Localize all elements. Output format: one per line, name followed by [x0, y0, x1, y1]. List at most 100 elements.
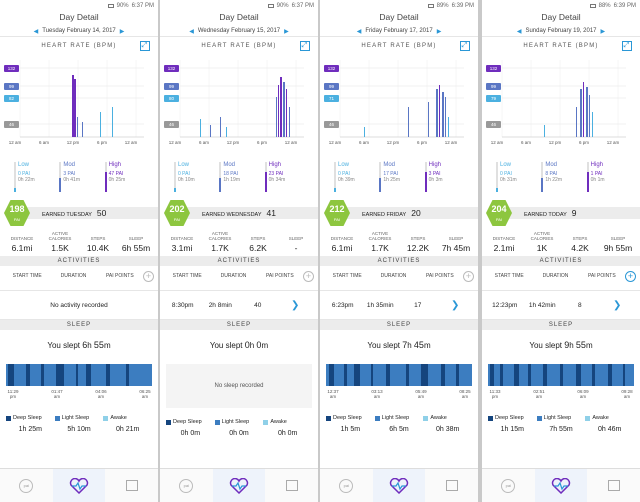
- pai-earned-label: EARNED TODAY: [524, 212, 567, 218]
- expand-icon[interactable]: ⤢: [622, 41, 632, 51]
- pai-earned-value: 41: [266, 208, 276, 218]
- tab-summary[interactable]: [265, 469, 318, 502]
- activities-header: ACTIVITIES: [482, 256, 640, 266]
- stat-label: STEPS: [572, 236, 588, 241]
- activity-points: 8: [577, 301, 582, 309]
- legend-label: Light Sleep: [381, 415, 410, 421]
- pai-summary: EARNED TUESDAY 50 198 PAI: [0, 200, 158, 226]
- legend-awake: Awake: [263, 414, 312, 430]
- tab-pai[interactable]: pai: [160, 469, 213, 502]
- x-tick-label: 12 am: [444, 140, 458, 145]
- legend-awake: Awake: [585, 410, 634, 426]
- deep-sleep-band: [354, 364, 360, 386]
- deep-sleep-swatch: [326, 415, 331, 421]
- tab-day-detail[interactable]: [52, 469, 106, 502]
- stat-value: 3.1mi: [171, 243, 193, 253]
- stat-value: -: [294, 243, 298, 253]
- sleep-header: SLEEP: [482, 320, 640, 330]
- stat-value: 4.2K: [571, 243, 589, 253]
- next-day-button[interactable]: ▶: [119, 28, 125, 35]
- tab-summary[interactable]: [105, 469, 158, 502]
- next-day-button[interactable]: ▶: [284, 28, 289, 35]
- bottom-tab-bar: pai: [160, 468, 318, 502]
- zone-mod: Mod 17 PAI 1h 25m: [379, 162, 424, 196]
- add-activity-button[interactable]: +: [624, 270, 636, 282]
- heart-rate-plot: [19, 60, 144, 138]
- heart-pulse-icon: [229, 477, 249, 494]
- activity-row[interactable]: 12:23pm 1h 42min 8 ❯: [482, 290, 640, 320]
- tab-day-detail[interactable]: [212, 469, 266, 502]
- page-title: Day Detail: [541, 12, 581, 22]
- expand-icon[interactable]: ⤢: [460, 41, 470, 51]
- zone-high: High 1 PAI 0h 1m: [586, 162, 632, 196]
- previous-day-button[interactable]: ◀: [33, 28, 39, 35]
- clock: 6:39 PM: [613, 3, 636, 9]
- stat-calories: ACTIVE CALORIES 1.5K: [41, 230, 79, 256]
- chevron-right-icon[interactable]: ❯: [613, 299, 622, 311]
- deep-sleep-band: [592, 364, 595, 386]
- bottom-tab-bar: pai: [320, 468, 478, 502]
- stat-sleep: SLEEP 7h 45m: [437, 230, 475, 256]
- deep-sleep-band: [456, 364, 459, 386]
- y-label-mod: 71: [324, 95, 339, 102]
- heart-rate-spike: [276, 97, 277, 137]
- tab-pai[interactable]: pai: [482, 469, 535, 502]
- deep-sleep-band: [386, 364, 390, 386]
- sleep-time-label: 11:29 pm: [7, 389, 19, 399]
- add-activity-button[interactable]: +: [462, 270, 474, 282]
- zone-time: 1h 19m: [223, 177, 241, 183]
- x-tick-label: 6 pm: [96, 140, 107, 145]
- activity-start: 6:23pm: [331, 301, 354, 309]
- tab-summary[interactable]: [425, 469, 478, 502]
- tab-day-detail[interactable]: [372, 469, 426, 502]
- next-day-button[interactable]: ▶: [436, 28, 442, 35]
- page-title: Day Detail: [379, 12, 419, 22]
- pai-earned-value: 9: [571, 208, 577, 218]
- pai-icon: pai: [501, 478, 516, 493]
- tab-day-detail[interactable]: [534, 469, 588, 502]
- expand-icon[interactable]: ⤢: [300, 41, 310, 51]
- expand-icon[interactable]: ⤢: [140, 41, 150, 51]
- tab-pai[interactable]: pai: [320, 469, 373, 502]
- activity-row[interactable]: 8:30pm 2h 8min 40 ❯: [160, 290, 318, 320]
- pai-icon: pai: [19, 478, 34, 493]
- previous-day-button[interactable]: ◀: [516, 28, 522, 35]
- deep-sleep-band: [41, 364, 44, 386]
- col-duration: DURATION: [60, 273, 87, 279]
- deep-sleep-band: [86, 364, 91, 386]
- awake-duration: 0h 46m: [598, 426, 622, 433]
- next-day-button[interactable]: ▶: [600, 28, 606, 35]
- deep-sleep-band: [500, 364, 503, 386]
- activity-points: 40: [254, 301, 262, 309]
- heart-rate-chart: 132 99 82 46: [4, 55, 152, 140]
- sleep-time-label: 12:37 am: [327, 389, 339, 399]
- chevron-right-icon[interactable]: ❯: [451, 299, 460, 311]
- sleep-chart: [6, 364, 152, 386]
- sleep-legend: Deep Sleep Light Sleep Awake: [320, 404, 478, 426]
- legend-light: Light Sleep: [536, 410, 586, 426]
- x-tick-label: 12 am: [328, 140, 342, 145]
- x-axis: 12 am 6 am 12 pm 6 pm 12 am: [164, 140, 312, 158]
- battery-icon: [107, 4, 114, 8]
- previous-day-button[interactable]: ◀: [356, 28, 362, 35]
- add-activity-button[interactable]: +: [142, 270, 154, 282]
- previous-day-button[interactable]: ◀: [189, 28, 194, 35]
- stat-label: STEPS: [410, 236, 426, 241]
- tab-pai[interactable]: pai: [0, 469, 53, 502]
- pai-unit: PAI: [173, 217, 181, 222]
- activity-row[interactable]: 6:23pm 1h 35min 17 ❯: [320, 290, 478, 320]
- zone-name: Low: [338, 162, 350, 168]
- sleep-durations: 0h 0m 0h 0m 0h 0m: [160, 430, 318, 442]
- pai-earned-label: EARNED FRIDAY: [362, 212, 407, 218]
- x-tick-label: 6 am: [198, 140, 209, 145]
- chevron-right-icon[interactable]: ❯: [291, 299, 300, 311]
- deep-sleep-band: [56, 364, 64, 386]
- pai-score: 202: [169, 204, 185, 214]
- add-activity-button[interactable]: +: [302, 270, 314, 282]
- heart-rate-header: HEART RATE (BPM) ⤢: [482, 37, 640, 55]
- pai-summary: EARNED TODAY 9 204 PAI: [482, 200, 640, 226]
- x-tick-label: 6 pm: [416, 140, 427, 145]
- stat-label: DISTANCE: [492, 236, 516, 241]
- tab-summary[interactable]: [587, 469, 640, 502]
- sleep-durations: 1h 15m 7h 55m 0h 46m: [482, 426, 640, 438]
